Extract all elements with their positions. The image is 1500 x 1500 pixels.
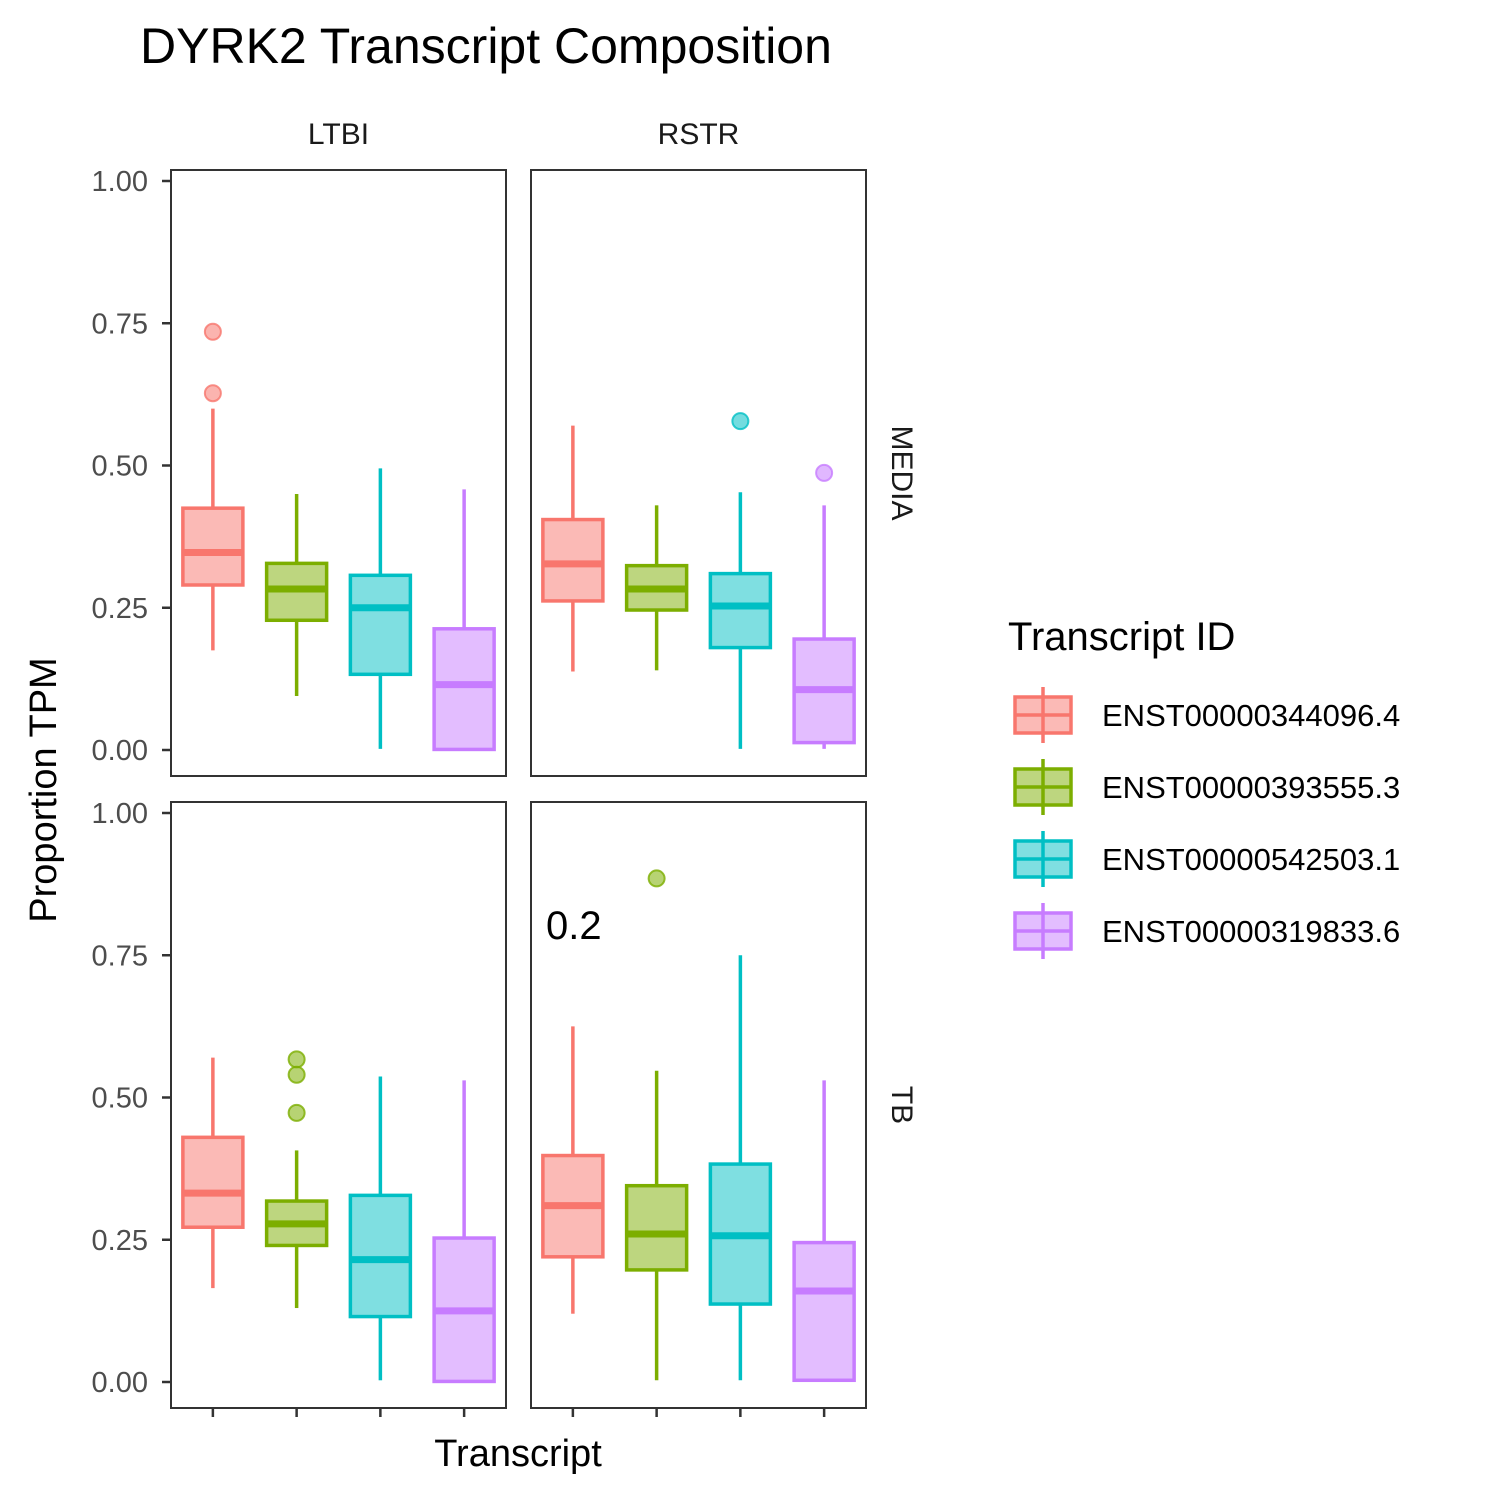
y-tick-label: 1.00 <box>92 166 148 198</box>
box-ENST00000393555.3 <box>264 493 329 696</box>
box-ENST00000319833.6 <box>792 1080 856 1383</box>
outlier-point <box>287 1103 306 1122</box>
panel-annotation: 0.2 <box>546 904 602 948</box>
legend-item: ENST00000319833.6 <box>1013 903 1400 959</box>
outlier-point <box>203 322 222 341</box>
box-ENST00000542503.1 <box>348 468 413 749</box>
x-axis-label: Transcript <box>434 1433 602 1475</box>
panel-ltbi-tb <box>170 801 507 1409</box>
box-ENST00000393555.3 <box>624 505 689 671</box>
outlier-point <box>287 1050 306 1069</box>
y-axis-label: Proportion TPM <box>23 657 65 922</box>
box-ENST00000319833.6 <box>792 463 856 749</box>
panel-rstr-media <box>530 169 867 777</box>
box-ENST00000344096.4 <box>541 1026 605 1314</box>
facet-column-label: LTBI <box>308 118 369 151</box>
iqr-box <box>181 1135 245 1229</box>
legend-label: ENST00000393555.3 <box>1102 770 1400 805</box>
iqr-box <box>348 573 413 677</box>
legend-title: Transcript ID <box>1008 615 1235 659</box>
box-ENST00000319833.6 <box>432 1080 496 1384</box>
legend-label: ENST00000542503.1 <box>1102 842 1400 877</box>
outlier-point <box>203 384 222 403</box>
y-tick-label: 0.75 <box>92 308 148 340</box>
iqr-box <box>348 1193 413 1319</box>
iqr-box <box>792 1240 856 1383</box>
facet-row-label: MEDIA <box>885 425 918 520</box>
box-ENST00000319833.6 <box>432 489 496 752</box>
legend-label: ENST00000319833.6 <box>1102 914 1400 949</box>
panel-border <box>530 801 867 1409</box>
box-ENST00000344096.4 <box>181 322 245 651</box>
panel-ltbi-media <box>170 169 507 777</box>
panel-border <box>170 801 507 1409</box>
panel-border <box>530 169 867 777</box>
legend-item: ENST00000542503.1 <box>1013 831 1400 887</box>
y-tick-label: 0.25 <box>92 1225 148 1257</box>
box-ENST00000393555.3 <box>264 1050 329 1309</box>
legend-item: ENST00000344096.4 <box>1013 687 1400 743</box>
y-tick-label: 0.25 <box>92 593 148 625</box>
iqr-box <box>624 1183 689 1272</box>
facet-row-label: TB <box>885 1086 918 1124</box>
box-ENST00000542503.1 <box>708 955 773 1381</box>
box-ENST00000542503.1 <box>708 412 773 749</box>
legend-label: ENST00000344096.4 <box>1102 698 1400 733</box>
y-tick-label: 0.50 <box>92 1083 148 1115</box>
iqr-box <box>541 517 605 603</box>
box-ENST00000542503.1 <box>348 1076 413 1381</box>
y-tick-label: 0.75 <box>92 940 148 972</box>
legend-item: ENST00000393555.3 <box>1013 759 1400 815</box>
outlier-point <box>647 869 666 888</box>
box-ENST00000344096.4 <box>541 425 605 672</box>
y-tick-label: 0.50 <box>92 451 148 483</box>
facet-column-label: RSTR <box>658 118 740 151</box>
y-tick-label: 1.00 <box>92 798 148 830</box>
panel-rstr-tb: 0.2 <box>530 801 867 1409</box>
outlier-point <box>815 463 834 482</box>
outlier-point <box>287 1065 306 1084</box>
y-tick-label: 0.00 <box>92 735 148 767</box>
iqr-box <box>181 506 245 587</box>
legend: Transcript ID ENST00000344096.4 ENST000003… <box>1008 615 1400 959</box>
box-ENST00000344096.4 <box>181 1057 245 1289</box>
y-tick-label: 0.00 <box>92 1367 148 1399</box>
outlier-point <box>731 412 750 431</box>
facet-panels: LTBI RSTR MEDIA TB 0.00 0.25 0.50 0.75 1.00 0.00 0… <box>92 118 918 1417</box>
box-ENST00000393555.3 <box>624 869 689 1381</box>
iqr-box <box>432 627 496 752</box>
iqr-box <box>708 571 773 650</box>
chart-title: DYRK2 Transcript Composition <box>140 18 832 74</box>
panel-border <box>170 169 507 777</box>
